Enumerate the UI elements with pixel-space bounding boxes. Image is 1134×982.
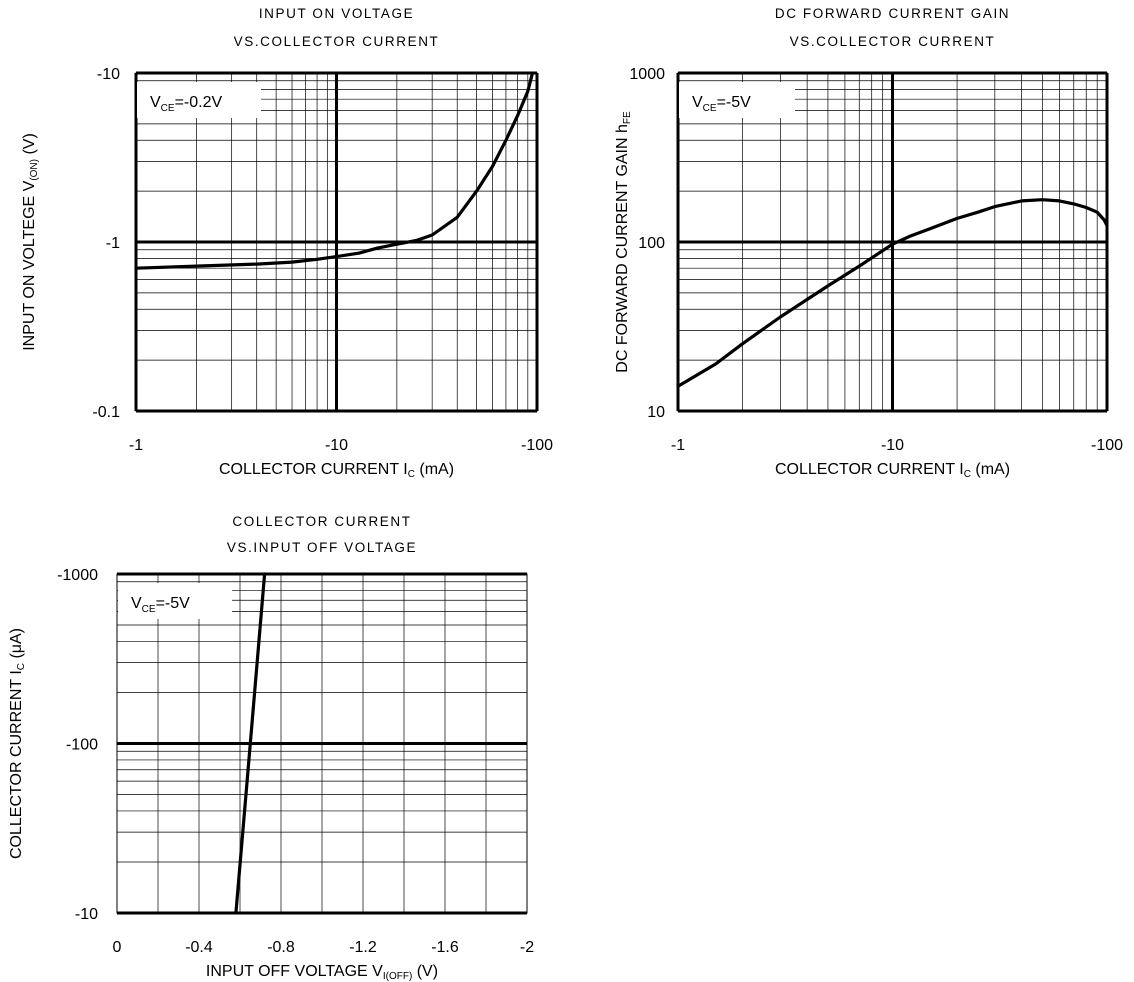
x-axis-label: COLLECTOR CURRENT IC (mA): [775, 461, 1010, 480]
y-tick-label: -100: [66, 737, 98, 754]
x-axis-label: INPUT OFF VOLTAGE VI(OFF) (V): [206, 963, 438, 982]
x-tick-label: -0.4: [185, 939, 213, 956]
legend-label: VCE=-5V: [131, 595, 190, 615]
chart-title-line: VS.COLLECTOR CURRENT: [790, 34, 996, 49]
y-tick-label: 1000: [629, 66, 665, 83]
x-tick-label: -100: [1091, 437, 1123, 454]
chart-title-line: VS.COLLECTOR CURRENT: [234, 34, 440, 49]
series-line: [234, 572, 267, 915]
x-tick-label: -10: [325, 437, 348, 454]
x-tick-label: -1.6: [431, 939, 459, 956]
x-tick-label: -100: [521, 437, 553, 454]
y-tick-label: -10: [75, 906, 98, 923]
chart-title-line: INPUT ON VOLTAGE: [259, 6, 414, 21]
chart-title-line: VS.INPUT OFF VOLTAGE: [227, 540, 417, 555]
y-axis-label: DC FORWARD CURRENT GAIN hFE: [614, 111, 633, 373]
legend-box: [137, 82, 261, 118]
series-line: [676, 198, 1109, 388]
x-tick-label: 0: [113, 939, 122, 956]
legend: VCE=-5V: [118, 583, 232, 619]
legend-box: [118, 583, 232, 619]
y-axis-label: COLLECTOR CURRENT IC (μA): [8, 628, 27, 859]
y-tick-label: 10: [647, 404, 665, 421]
x-axis-label: COLLECTOR CURRENT IC (mA): [219, 461, 454, 480]
legend: VCE=-0.2V: [137, 82, 261, 118]
x-tick-label: -2: [520, 939, 534, 956]
plot-frame: [677, 72, 1108, 412]
legend-box: [679, 82, 795, 118]
chart-c1: INPUT ON VOLTAGE VS.COLLECTOR CURRENT VCE=…: [21, 6, 553, 480]
y-tick-label: 100: [638, 235, 665, 252]
chart-title-line: COLLECTOR CURRENT: [232, 514, 411, 529]
x-tick-label: -0.8: [267, 939, 295, 956]
plot-frame: [116, 573, 528, 914]
y-tick-label: -10: [97, 66, 120, 83]
y-tick-label: -1000: [57, 567, 98, 584]
x-tick-label: -1: [129, 437, 143, 454]
series-line: [134, 71, 535, 270]
chart-c2: DC FORWARD CURRENT GAIN VS.COLLECTOR CURR…: [614, 6, 1123, 480]
chart-title-line: DC FORWARD CURRENT GAIN: [775, 6, 1010, 21]
chart-c3: COLLECTOR CURRENT VS.INPUT OFF VOLTAGE VCE…: [8, 514, 534, 982]
legend-label: VCE=-0.2V: [150, 94, 222, 114]
legend-label: VCE=-5V: [692, 94, 751, 114]
legend: VCE=-5V: [679, 82, 795, 118]
x-tick-label: -10: [881, 437, 904, 454]
x-tick-label: -1: [671, 437, 685, 454]
y-axis-label: INPUT ON VOLTEGE V(ON) (V): [21, 133, 40, 351]
plot-frame: [135, 72, 538, 412]
x-tick-label: -1.2: [349, 939, 377, 956]
y-tick-label: -1: [106, 235, 120, 252]
y-tick-label: -0.1: [92, 404, 120, 421]
